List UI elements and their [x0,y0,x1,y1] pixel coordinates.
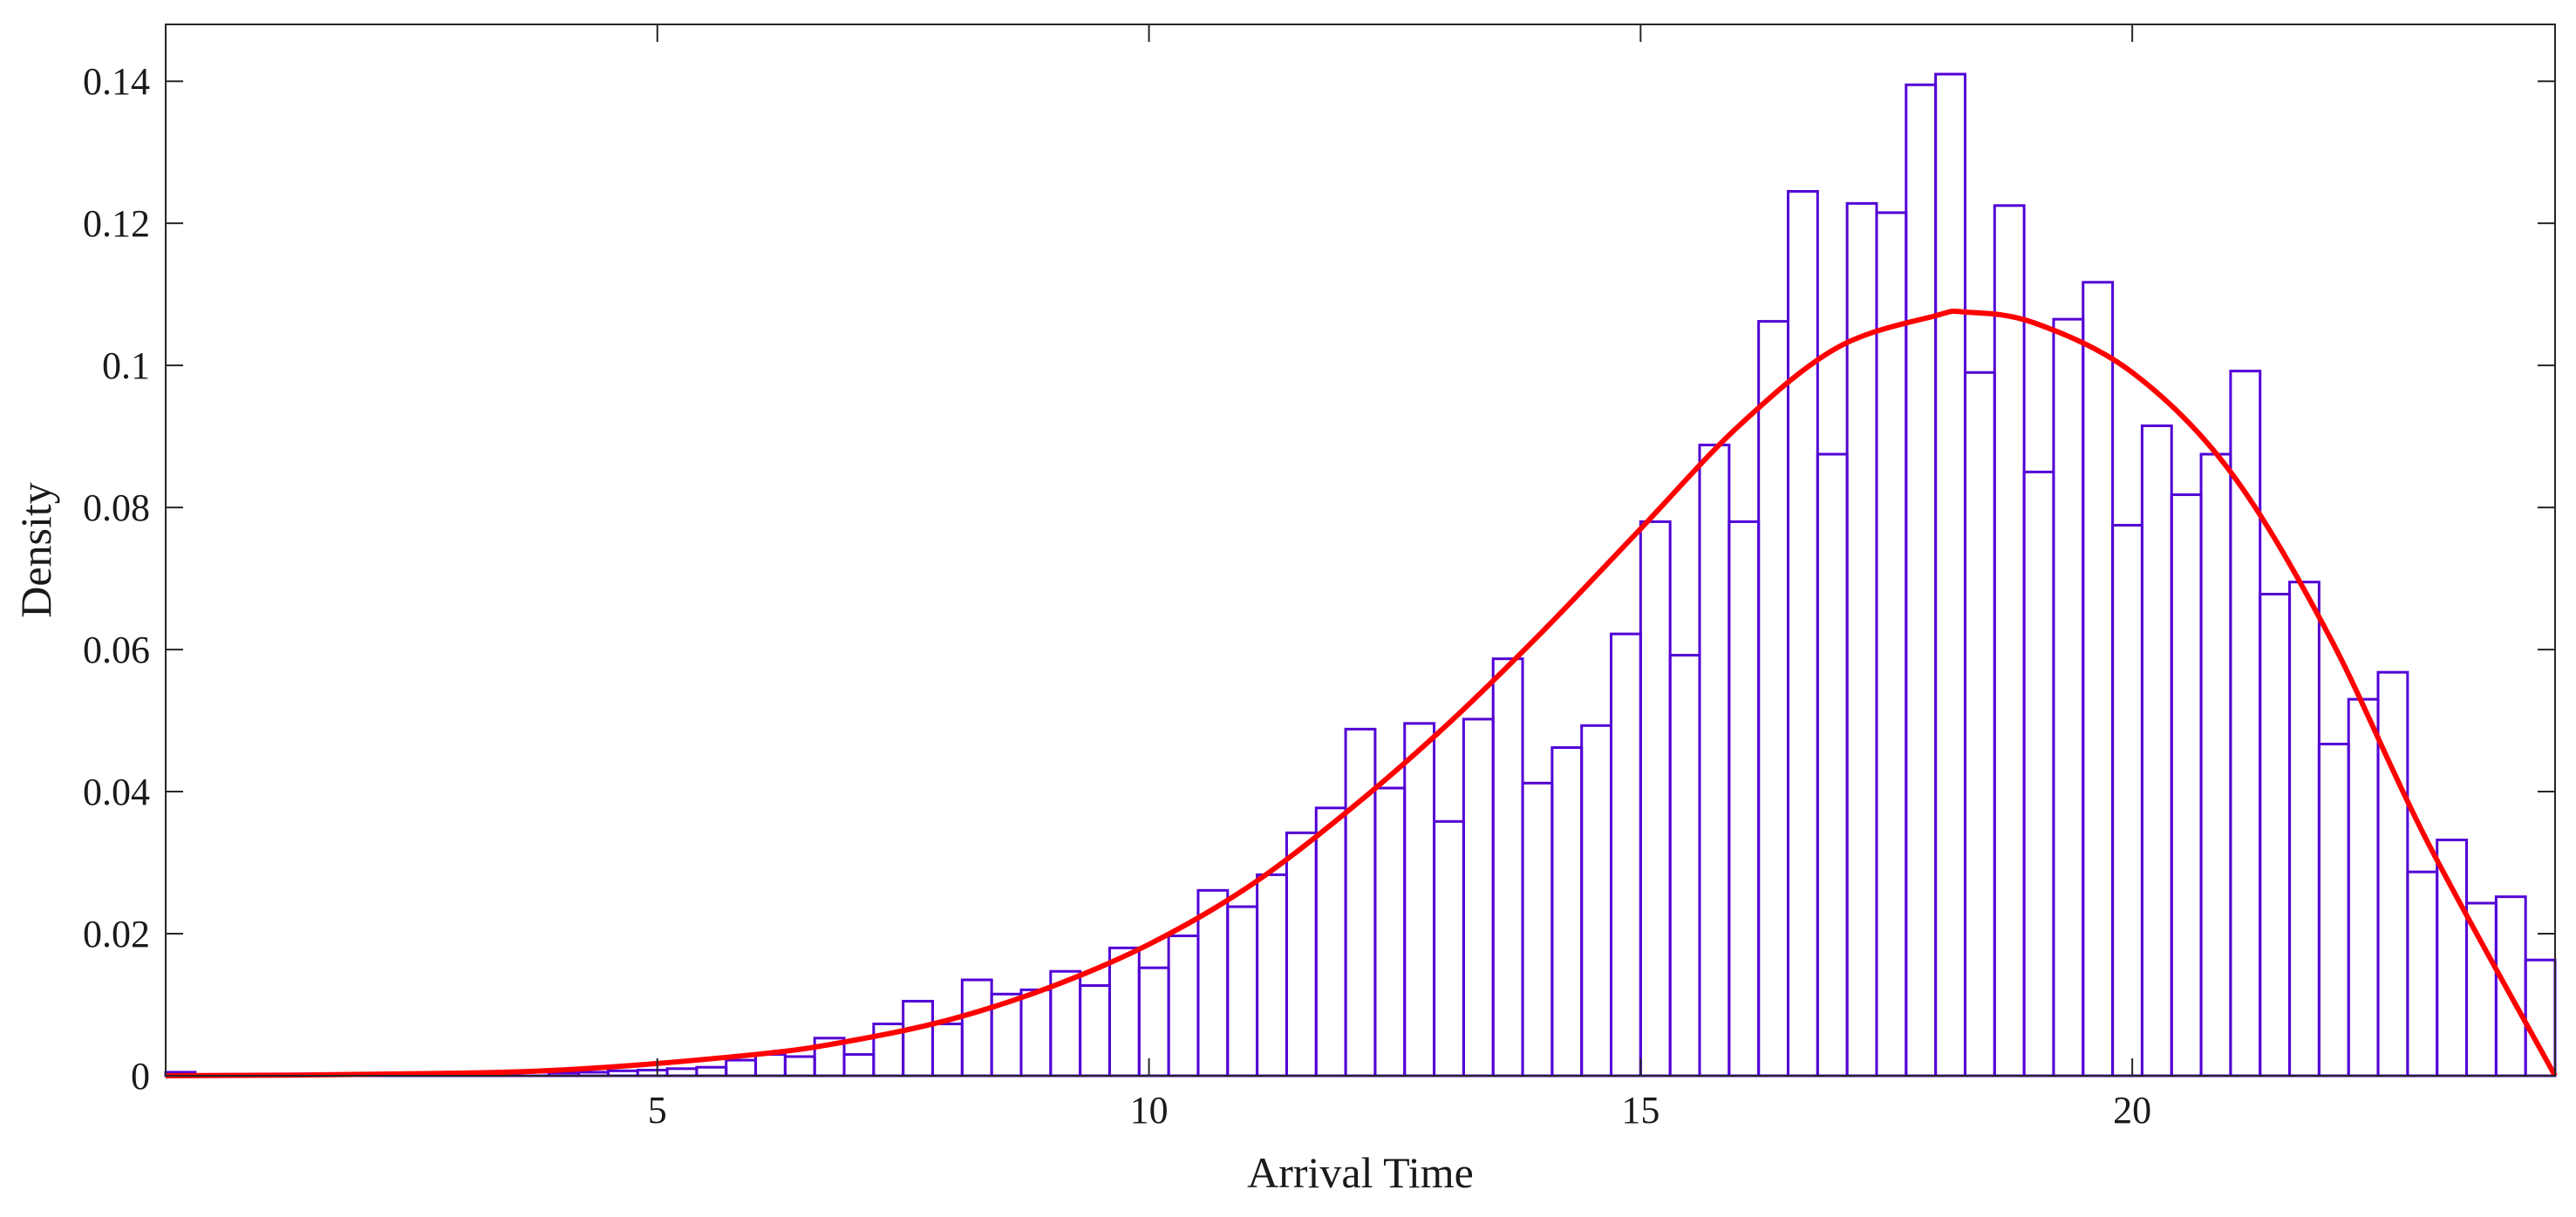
y-tick-label: 0.08 [83,486,150,529]
histogram-bar [1137,966,1170,1078]
histogram-bar [2082,281,2115,1078]
x-tick-label: 10 [1130,1089,1169,1132]
histogram-bar [1433,819,1465,1078]
histogram-bar [1993,204,2026,1078]
plot-frame [165,24,2556,1077]
histogram-bar [754,1053,787,1078]
y-tick-labels: 0 0.02 0.04 0.06 0.08 0.1 0.12 0.14 [83,60,150,1098]
y-tick-label: 0.12 [83,202,150,245]
y-tick-label: 0.14 [83,60,150,103]
histogram-bar [2170,493,2203,1078]
histogram-bar [783,1055,816,1078]
x-axis-title: Arrival Time [1247,1148,1474,1197]
histogram-bar [1757,320,1789,1078]
histogram-bar [1019,988,1053,1078]
histogram-bar [2052,317,2085,1078]
histogram-bar [2259,593,2292,1078]
histogram-bar [1728,520,1761,1078]
histogram-bar [2317,742,2350,1078]
histogram-bar [842,1053,876,1078]
histogram-bar [1403,722,1436,1078]
histogram-bar [2494,895,2527,1078]
x-tick-label: 20 [2113,1089,2151,1132]
histogram-bar [1580,724,1613,1078]
histogram-bar [960,978,993,1078]
histogram-bar [1550,746,1584,1078]
histogram-bar [2376,670,2409,1078]
histogram-bar [2406,870,2439,1078]
histogram-bar [1373,786,1407,1078]
y-axis-title: Density [11,482,60,618]
histogram-bar [1875,211,1908,1078]
histogram-bar [1963,371,1996,1078]
y-tick-label: 0.02 [83,913,150,955]
histogram-bar [1491,657,1524,1078]
histogram-bar [1167,934,1200,1078]
histogram-bar [725,1058,758,1078]
histogram-bar [2436,838,2469,1078]
histogram-bar [1344,727,1377,1078]
histogram-bar [2288,581,2320,1078]
histogram-bar [1786,189,1819,1078]
histogram-bar [1905,83,1938,1078]
histogram-bar [695,1065,728,1078]
histogram-bar [1816,452,1849,1078]
x-tick-label: 5 [648,1089,667,1132]
histogram-bar [2022,470,2055,1078]
x-tick-labels: 5 10 15 20 [648,1089,2151,1132]
y-tick-label: 0.06 [83,629,150,671]
histogram-bar [2465,901,2498,1078]
histogram-bar [1934,72,1966,1078]
fitted-density-curve [165,308,2558,1078]
histogram-bar [1107,946,1141,1078]
axis-ticks [166,24,2555,1077]
histogram-bar [1521,781,1554,1078]
histogram-bar [1462,717,1495,1078]
histogram-bar [2347,697,2380,1078]
histogram-bar [931,1023,964,1078]
histogram-bar [1079,984,1111,1078]
histogram-bar [2524,958,2557,1078]
fitted-curve-layer [165,308,2558,1078]
histogram-bar [2111,523,2143,1078]
histogram-bar [2199,452,2232,1078]
histogram-bar [902,999,935,1078]
y-tick-label: 0.1 [102,344,150,387]
histogram-bar [1226,905,1259,1078]
histogram-bar [1256,873,1288,1078]
histogram-bar [1698,443,1731,1078]
histogram-bar [1639,520,1672,1078]
histogram-bar [2140,424,2173,1078]
histogram-bar [1285,831,1318,1078]
histogram-bars [164,72,2557,1078]
histogram-bar [1314,806,1347,1078]
y-tick-label: 0 [131,1055,150,1098]
histogram-bar [1610,632,1642,1078]
x-tick-label: 15 [1621,1089,1659,1132]
histogram-bar [1668,654,1701,1078]
histogram-bar [665,1067,699,1078]
y-tick-label: 0.04 [83,771,150,813]
